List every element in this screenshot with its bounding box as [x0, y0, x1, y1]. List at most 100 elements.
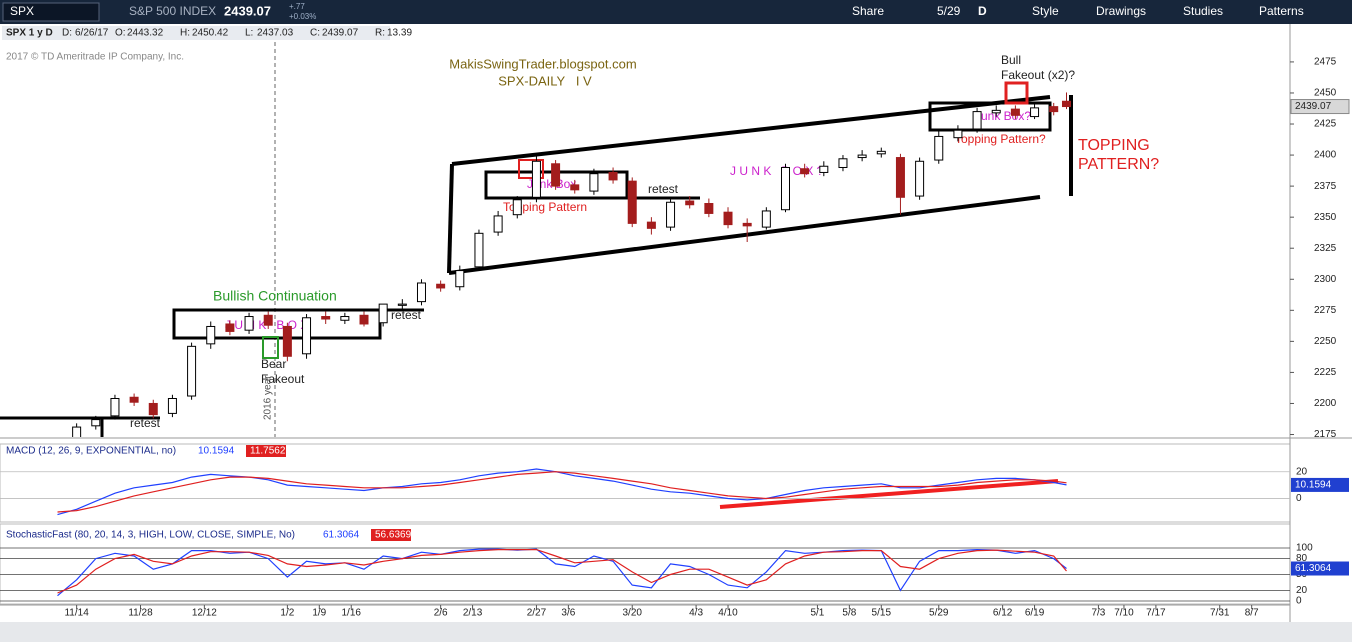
candle-body	[187, 345, 197, 397]
x-tick-label: 5/8	[842, 608, 856, 619]
candle-body	[1030, 107, 1040, 118]
y-tick-label: 2475	[1314, 57, 1337, 68]
candle-body	[302, 317, 312, 355]
drawings-button[interactable]: Drawings	[1096, 4, 1146, 18]
candle-body	[110, 397, 120, 417]
value-box	[246, 445, 286, 457]
ohlc-value: 2439.07	[322, 28, 359, 39]
value-box	[371, 529, 411, 541]
x-tick-label: 1/16	[342, 608, 362, 619]
y-tick-label: 2275	[1314, 305, 1337, 316]
candle-body	[819, 165, 829, 173]
x-tick-label: 6/12	[993, 608, 1013, 619]
annotation: Bull	[1001, 53, 1021, 67]
candle-body	[72, 426, 82, 437]
y-tick-label: 0	[1296, 596, 1302, 607]
stoch-title: StochasticFast (80, 20, 14, 3, HIGH, LOW…	[6, 530, 295, 541]
symbol[interactable]: SPX	[10, 4, 34, 18]
annotation: retest	[391, 308, 422, 322]
price-label: 2439.07	[1295, 101, 1332, 112]
patterns-button[interactable]: Patterns	[1259, 4, 1304, 18]
candle-body	[876, 150, 886, 155]
macd-value: 10.1594	[198, 446, 235, 457]
candle-body	[474, 232, 484, 268]
y-tick-label: 20	[1296, 466, 1308, 477]
value-box	[1291, 561, 1349, 576]
candle-body	[282, 325, 292, 357]
annotation: Bear	[261, 357, 286, 371]
change-pct: +0.03%	[289, 12, 316, 21]
candle-body	[340, 316, 350, 321]
y-tick-label: 20	[1296, 585, 1308, 596]
x-tick-label: 8/7	[1245, 608, 1259, 619]
candle-body	[397, 303, 407, 306]
junk-box	[928, 101, 1052, 132]
ohlc-label: R:	[375, 28, 385, 39]
copyright: 2017 © TD Ameritrade IP Company, Inc.	[6, 52, 184, 63]
candle-body	[167, 397, 177, 414]
x-tick-label: 7/3	[1091, 608, 1105, 619]
candle-body	[934, 135, 944, 161]
x-tick-label: 1/9	[312, 608, 326, 619]
share-button[interactable]: Share	[852, 4, 884, 18]
candle-body	[800, 168, 810, 175]
macd-line	[57, 468, 1067, 516]
header-bar	[2, 26, 390, 40]
annotation: Fakeout	[261, 372, 305, 386]
x-tick-label: 4/10	[718, 608, 738, 619]
last-price: 2439.07	[224, 3, 271, 18]
annotation: 2016 year	[263, 375, 274, 420]
stoch-k-value: 61.3064	[323, 530, 360, 541]
change: +.77	[289, 2, 305, 11]
period-button[interactable]: D	[978, 4, 987, 18]
candle-body	[570, 184, 580, 191]
candle-body	[416, 282, 426, 303]
y-tick-label: 80	[1296, 553, 1308, 564]
candle-body	[838, 158, 848, 168]
candle-body	[129, 396, 139, 403]
annotation: SPX-DAILY I V	[498, 73, 592, 88]
ohlc-label: H:	[180, 28, 190, 39]
y-tick-label: 2350	[1314, 212, 1337, 223]
y-tick-label: 2225	[1314, 367, 1337, 378]
fakeout-box	[518, 159, 544, 179]
style-button[interactable]: Style	[1032, 4, 1059, 18]
date-label: D:	[62, 28, 72, 39]
fakeout-box	[1004, 81, 1029, 105]
value-box	[1291, 477, 1349, 492]
y-tick-label: 2200	[1314, 398, 1337, 409]
y-tick-label: 2425	[1314, 119, 1337, 130]
candle-body	[91, 419, 101, 427]
x-tick-label: 6/19	[1025, 608, 1045, 619]
stoch-line	[57, 548, 1067, 597]
x-tick-label: 11/28	[128, 608, 153, 619]
candle-body	[321, 316, 331, 320]
ohlc-value: 2450.42	[192, 28, 229, 39]
studies-button[interactable]: Studies	[1183, 4, 1223, 18]
fakeout-box	[262, 336, 279, 359]
candle-body	[915, 160, 925, 197]
candle-body	[206, 325, 216, 345]
axis-value: 10.1594	[1295, 480, 1332, 491]
channel-lower	[448, 195, 1041, 275]
x-tick-label: 5/1	[810, 608, 824, 619]
symbol-input[interactable]	[2, 2, 100, 22]
ohlc-label: L:	[245, 28, 253, 39]
annotation: Fakeout (x2)?	[1001, 68, 1075, 82]
ohlc-value: 2443.32	[127, 28, 164, 39]
annotation: Topping Pattern?	[955, 132, 1046, 146]
y-tick-label: 0	[1296, 493, 1302, 504]
range-button[interactable]: 5/29	[937, 4, 961, 18]
candle-body	[761, 210, 771, 228]
candle-body	[512, 199, 522, 216]
candle-body	[723, 211, 733, 226]
x-tick-label: 7/17	[1146, 608, 1166, 619]
axis-value: 61.3064	[1295, 563, 1332, 574]
y-tick-label: 2375	[1314, 181, 1337, 192]
scrollbar[interactable]	[0, 622, 1352, 642]
x-tick-label: 3/6	[561, 608, 575, 619]
annotation: retest	[648, 182, 679, 196]
candle-body	[551, 163, 561, 187]
candle-body	[742, 222, 752, 227]
